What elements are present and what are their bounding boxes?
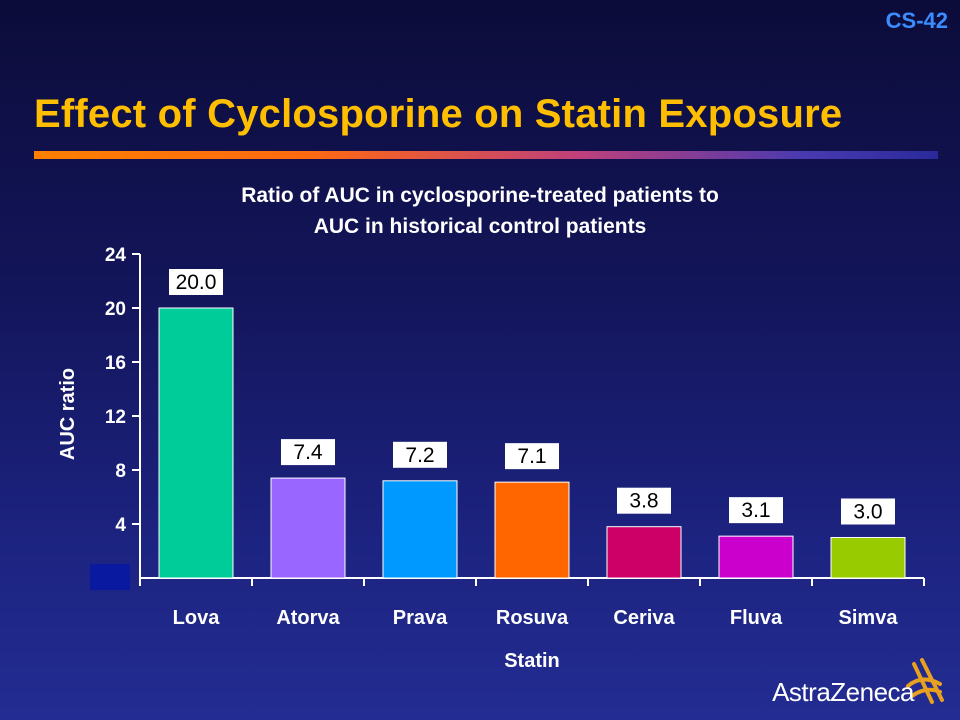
subtitle-line-1: Ratio of AUC in cyclosporine-treated pat… [241,184,719,207]
bar [158,307,234,579]
data-label: 20.0 [176,271,217,294]
y-axis-title: AUC ratio [57,368,79,460]
bar [382,480,458,579]
data-label-bg [729,497,783,524]
x-tick-label: Ceriva [613,607,675,629]
y-tick-label: 24 [105,245,127,266]
slide-number: CS-42 [885,8,948,33]
data-label-bg [169,269,223,295]
x-tick-label: Simva [839,607,899,629]
x-tick-label: Rosuva [496,607,569,629]
bar [494,481,570,579]
data-label: 7.1 [517,445,546,468]
slide-title: Effect of Cyclosporine on Statin Exposur… [34,92,843,136]
bar [830,537,906,579]
title-underline [34,151,938,159]
data-label: 3.8 [629,490,658,513]
bar [606,526,682,579]
data-label-bg [505,443,559,470]
y-tick-label: 16 [105,353,126,374]
data-label-bg [841,498,895,525]
y-tick-label: 8 [115,461,126,482]
x-tick-label: Fluva [730,607,783,629]
y-tick-label: 4 [115,515,126,536]
bar [718,535,794,579]
chart-subtitle: Ratio of AUC in cyclosporine-treated pat… [80,180,880,242]
data-label: 3.0 [853,501,882,524]
astrazeneca-logo-icon [906,658,944,704]
data-label-bg [281,439,335,466]
x-tick-label: Atorva [276,607,340,629]
data-label-bg [393,441,447,468]
data-label-bg [617,487,671,514]
x-tick-label: Prava [393,607,448,629]
logo-wordmark: AstraZeneca [772,677,914,707]
y-tick-label: 12 [105,407,126,428]
data-label: 3.1 [741,499,770,522]
x-tick-label: Lova [173,607,221,629]
data-label: 7.4 [293,441,323,464]
x-axis-title: Statin [504,650,560,672]
data-label: 7.2 [405,444,434,467]
subtitle-line-2: AUC in historical control patients [313,215,647,238]
origin-block [90,564,130,590]
bar [270,477,346,579]
y-tick-label: 20 [105,299,126,320]
